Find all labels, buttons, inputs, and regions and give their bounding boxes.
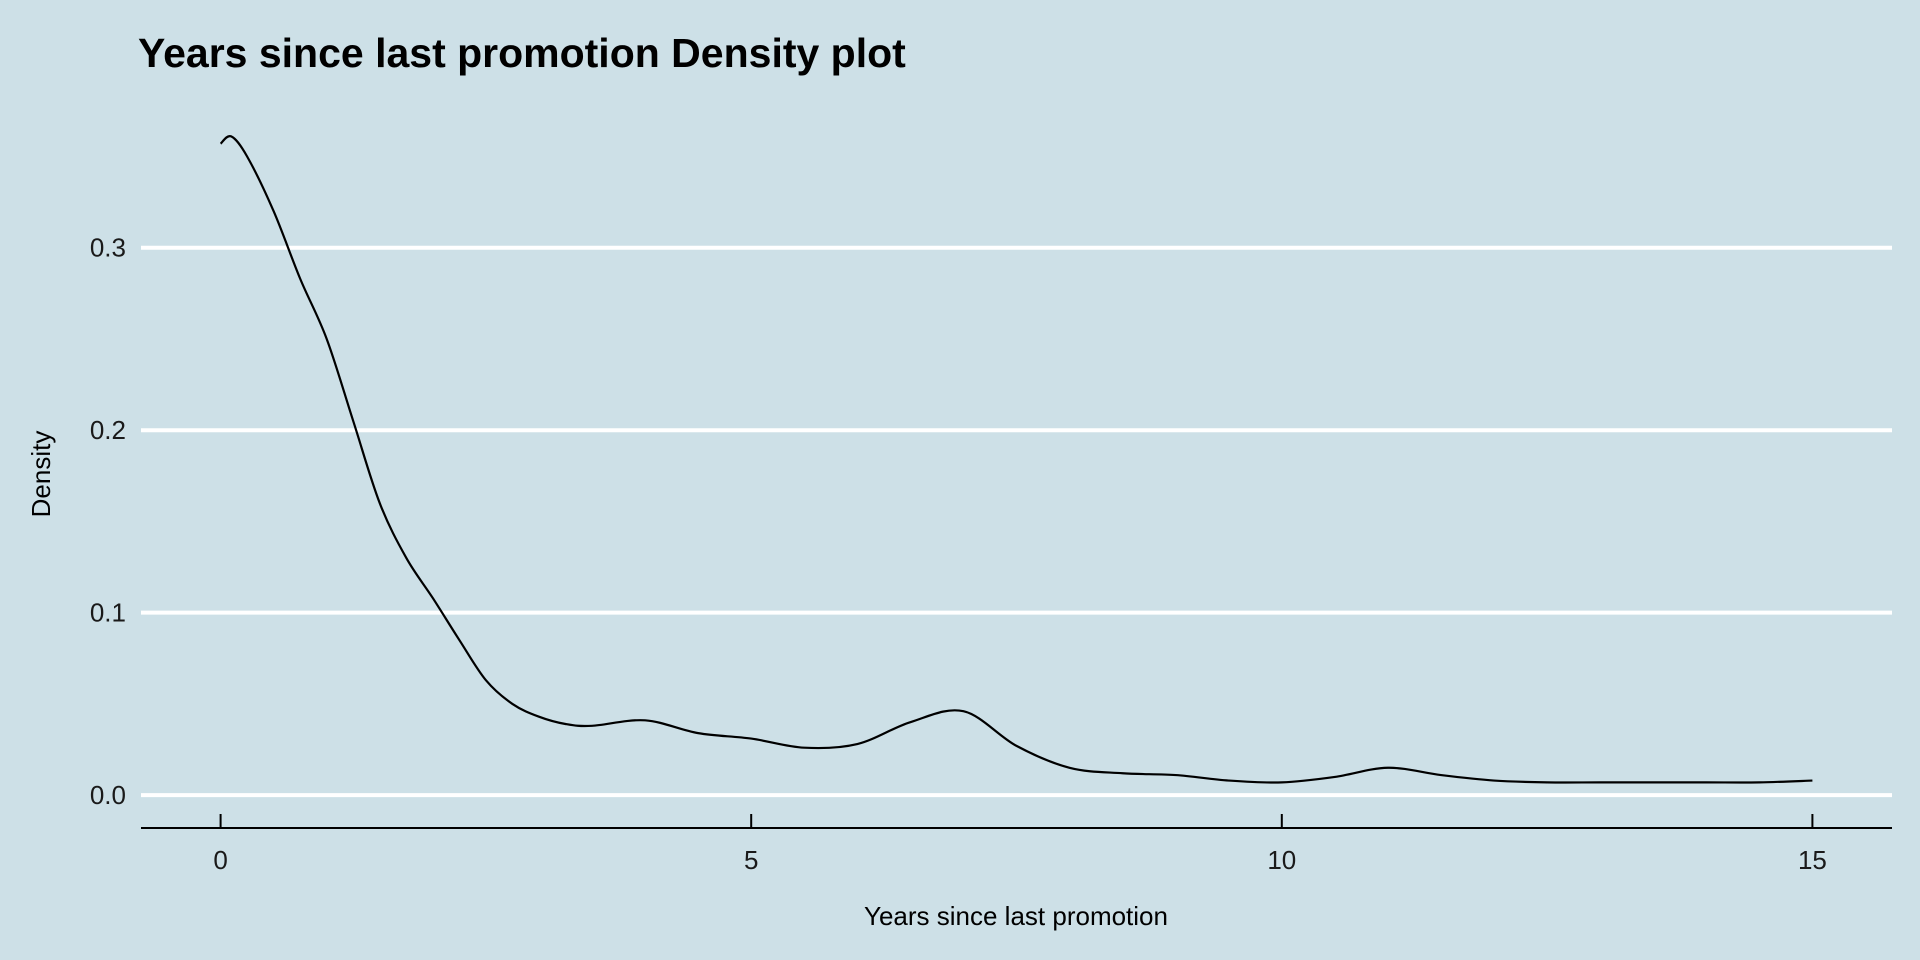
y-tick-label-2: 0.2	[90, 415, 126, 445]
y-axis-title: Density	[26, 431, 56, 518]
x-tick-label-3: 15	[1798, 845, 1827, 875]
x-tick-label-1: 5	[744, 845, 758, 875]
x-axis-ticks: 0 5 10 15	[213, 814, 1827, 875]
y-tick-label-0: 0.0	[90, 780, 126, 810]
y-tick-label-3: 0.3	[90, 233, 126, 263]
density-line-0	[219, 134, 1813, 784]
y-axis-ticks: 0.0 0.1 0.2 0.3	[90, 233, 126, 810]
x-axis-title: Years since last promotion	[864, 901, 1168, 931]
chart-title: Years since last promotion Density plot	[138, 30, 906, 76]
series-layer	[219, 134, 1813, 784]
y-tick-label-1: 0.1	[90, 598, 126, 628]
x-tick-label-2: 10	[1267, 845, 1296, 875]
x-tick-label-0: 0	[213, 845, 227, 875]
gridlines	[141, 245, 1892, 798]
